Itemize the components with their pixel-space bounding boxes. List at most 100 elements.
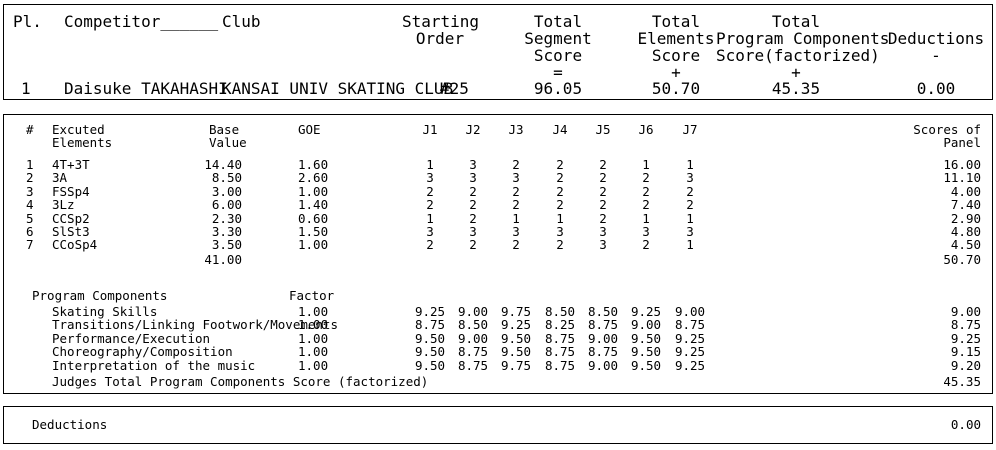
judge-header-4: J4 — [552, 122, 568, 137]
element-code: CCoSp4 — [52, 237, 98, 253]
element-judge-score: 2 — [599, 197, 607, 213]
component-judge-score: 8.75 — [544, 344, 576, 360]
deductions-label: Deductions — [32, 417, 108, 432]
element-code: 3Lz — [52, 197, 75, 213]
element-judge-score: 3 — [686, 224, 694, 239]
summary-box: Pl. Competitor______ Club Starting Order… — [3, 4, 993, 100]
result-total-elements-score: 50.70 — [651, 79, 701, 98]
element-code: 3A — [52, 170, 68, 186]
element-judge-score: 2 — [556, 237, 564, 253]
component-factor: 1.00 — [298, 344, 329, 360]
total-elements-panel: 50.70 — [943, 252, 981, 267]
component-panel-score: 9.00 — [950, 304, 981, 319]
header-total-segment-score: Total Segment Score = — [524, 12, 592, 82]
result-competitor: Daisuke TAKAHASHI — [64, 79, 228, 98]
header-total-elements-score: Total Elements Score + — [637, 12, 715, 82]
element-judge-score: 2 — [469, 210, 477, 226]
elements-header-base: Base Value — [209, 122, 247, 151]
component-judge-score: 9.50 — [414, 344, 446, 360]
element-judge-score: 3 — [599, 237, 607, 253]
factor-header: Factor — [289, 288, 335, 303]
element-base-value: 14.40 — [204, 157, 242, 172]
element-judge-score: 3 — [426, 170, 434, 186]
component-judge-score: 9.25 — [674, 330, 706, 346]
element-judge-score: 2 — [556, 183, 564, 199]
component-judge-score: 9.00 — [630, 317, 662, 333]
element-row-num: 1 — [26, 157, 34, 172]
component-judge-score: 9.75 — [500, 357, 532, 373]
element-judge-score: 2 — [599, 183, 607, 199]
component-judge-score: 9.50 — [414, 330, 446, 346]
element-judge-score: 2 — [686, 183, 694, 199]
element-judge-score: 2 — [642, 183, 650, 199]
component-judge-score: 9.00 — [587, 357, 619, 373]
component-panel-score: 9.15 — [950, 344, 981, 360]
component-factor: 1.00 — [298, 357, 329, 373]
element-panel-score: 4.00 — [950, 183, 981, 199]
header-total-program-components: Total Program Components Score(factorize… — [716, 12, 890, 82]
component-judge-score: 8.75 — [587, 344, 619, 360]
result-club: KANSAI UNIV SKATING CLUB — [222, 79, 454, 98]
component-factor: 1.00 — [298, 330, 329, 346]
component-judge-score: 9.00 — [457, 330, 489, 346]
result-place: 1 — [21, 79, 31, 98]
element-judge-score: 3 — [469, 170, 477, 186]
element-code: 4T+3T — [52, 157, 90, 172]
component-judge-score: 9.25 — [674, 344, 706, 360]
element-goe: 2.60 — [298, 170, 329, 186]
element-row-num: 3 — [26, 183, 34, 199]
element-judge-score: 2 — [556, 197, 564, 213]
judge-header-2: J2 — [465, 122, 481, 137]
component-judge-score: 8.75 — [414, 317, 446, 333]
element-judge-score: 1 — [686, 157, 694, 172]
component-judge-score: 8.75 — [544, 357, 576, 373]
element-goe: 1.40 — [298, 197, 329, 213]
elements-header-panel: Scores of Panel — [913, 122, 981, 151]
component-judge-score: 8.50 — [544, 304, 576, 319]
component-judge-score: 9.50 — [630, 357, 662, 373]
component-judge-score: 8.75 — [457, 357, 489, 373]
total-base-value: 41.00 — [204, 252, 242, 267]
element-judge-score: 2 — [642, 197, 650, 213]
component-name: Choreography/Composition — [52, 344, 233, 360]
judge-header-1: J1 — [422, 122, 438, 137]
component-judge-score: 8.75 — [457, 344, 489, 360]
component-panel-score: 8.75 — [950, 317, 981, 333]
element-judge-score: 2 — [426, 197, 434, 213]
element-panel-score: 7.40 — [950, 197, 981, 213]
result-deductions: 0.00 — [916, 79, 956, 98]
element-judge-score: 2 — [469, 237, 477, 253]
component-judge-score: 9.50 — [500, 330, 532, 346]
element-row-num: 2 — [26, 170, 34, 186]
element-panel-score: 11.10 — [943, 170, 981, 186]
element-code: CCSp2 — [52, 210, 90, 226]
component-factor: 1.00 — [298, 317, 329, 333]
component-judge-score: 9.00 — [674, 304, 706, 319]
component-judge-score: 8.75 — [544, 330, 576, 346]
component-judge-score: 8.50 — [587, 304, 619, 319]
element-judge-score: 2 — [469, 183, 477, 199]
element-judge-score: 1 — [426, 210, 434, 226]
component-judge-score: 9.25 — [630, 304, 662, 319]
deductions-box: Deductions 0.00 — [3, 406, 993, 444]
element-judge-score: 1 — [686, 237, 694, 253]
element-judge-score: 2 — [512, 183, 520, 199]
element-judge-score: 2 — [599, 170, 607, 186]
element-judge-score: 3 — [556, 224, 564, 239]
element-judge-score: 2 — [556, 157, 564, 172]
component-judge-score: 9.00 — [457, 304, 489, 319]
component-judge-score: 9.25 — [500, 317, 532, 333]
judge-header-6: J6 — [638, 122, 654, 137]
element-goe: 1.50 — [298, 224, 329, 239]
component-factor: 1.00 — [298, 304, 329, 319]
header-competitor: Competitor______ — [64, 12, 219, 31]
component-judge-score: 8.25 — [544, 317, 576, 333]
element-judge-score: 2 — [642, 170, 650, 186]
element-judge-score: 3 — [642, 224, 650, 239]
element-judge-score: 1 — [642, 157, 650, 172]
element-base-value: 2.30 — [211, 210, 242, 226]
element-judge-score: 2 — [599, 157, 607, 172]
component-judge-score: 9.50 — [500, 344, 532, 360]
element-base-value: 8.50 — [211, 170, 242, 186]
element-base-value: 3.50 — [211, 237, 242, 253]
